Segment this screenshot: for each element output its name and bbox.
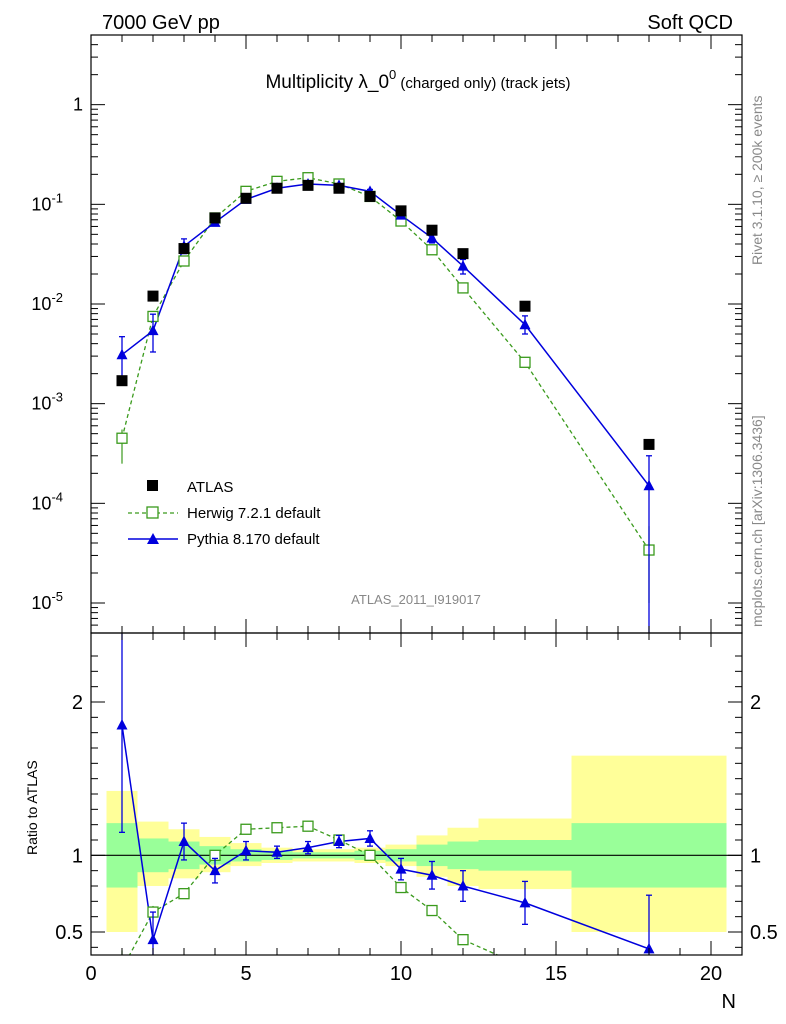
pythia-ratio-point	[209, 864, 221, 876]
herwig-ratio-point	[426, 904, 438, 917]
herwig-ratio-point	[302, 820, 314, 832]
atlas-point	[426, 224, 438, 236]
pythia-point	[643, 479, 655, 491]
ratio-y-tick-label-right: 0.5	[750, 922, 778, 944]
atlas-point	[147, 290, 159, 302]
atlas-point	[333, 182, 345, 194]
pythia-ratio-point	[271, 846, 283, 857]
atlas-point	[178, 243, 190, 255]
x-tick-label: 10	[390, 963, 412, 985]
main-data-layer	[116, 172, 655, 633]
pythia-point	[519, 318, 531, 330]
herwig-ratio-point	[520, 962, 530, 972]
pythia-point	[457, 260, 469, 271]
pythia-ratio-point	[519, 896, 531, 908]
pythia-ratio-point	[116, 719, 128, 730]
ratio-y-tick-label-right: 2	[750, 692, 761, 714]
pythia-ratio-point	[147, 933, 159, 945]
y-tick-label: 10-2	[31, 290, 63, 314]
pythia-point	[147, 324, 159, 336]
legend-atlas-marker	[147, 480, 158, 491]
herwig-point	[178, 255, 190, 267]
y-tick-label: 10-5	[31, 589, 63, 613]
herwig-ratio-point	[240, 823, 252, 835]
herwig-ratio-point	[395, 881, 407, 894]
ratio-y-tick-label: 0.5	[55, 922, 83, 944]
herwig-ratio-point	[364, 849, 376, 861]
atlas-point	[302, 179, 314, 191]
y-tick-label: 10-3	[31, 390, 63, 414]
legend-pythia-label: Pythia 8.170 default	[187, 531, 320, 548]
rivet-label: Rivet 3.1.10, ≥ 200k events	[749, 95, 765, 265]
analysis-id: ATLAS_2011_I919017	[351, 592, 481, 607]
axes: 1 10-1 10-2 10-3 10-4 10-5 0 5 10 15 20 0.5 0.5 1 1 2 2	[31, 34, 778, 985]
pythia-point	[426, 231, 438, 243]
herwig-point	[426, 244, 438, 256]
ratio-data-layer	[116, 633, 655, 1000]
y-axis-label: Ratio to ATLAS	[24, 760, 40, 855]
pythia-ratio-point	[426, 869, 438, 880]
atlas-point	[519, 300, 531, 312]
pythia-ratio-point	[178, 835, 190, 847]
herwig-point	[457, 282, 469, 294]
ratio-y-tick-label-right: 1	[750, 845, 761, 867]
herwig-ratio-point	[644, 990, 654, 1000]
herwig-point	[116, 432, 128, 444]
herwig-ratio-point	[271, 822, 283, 834]
herwig-ratio-point	[457, 934, 469, 946]
process-label: Soft QCD	[647, 12, 733, 34]
atlas-point	[457, 248, 469, 260]
pythia-ratio-point	[333, 835, 345, 847]
legend-atlas-label: ATLAS	[187, 479, 233, 496]
legend: ATLAS Herwig 7.2.1 default Pythia 8.170 …	[128, 479, 321, 548]
x-axis-label: N	[722, 991, 736, 1013]
pythia-line	[121, 183, 650, 487]
x-tick-label: 20	[700, 963, 722, 985]
pythia-ratio-point	[240, 844, 252, 856]
atlas-point	[116, 375, 128, 387]
y-tick-label: 1	[73, 95, 83, 115]
uncertainty-bands	[91, 755, 742, 932]
herwig-ratio-point	[117, 964, 127, 974]
legend-herwig-label: Herwig 7.2.1 default	[187, 505, 321, 522]
pythia-ratio-point	[302, 841, 314, 853]
mcplots-label: mcplots.cern.ch [arXiv:1306.3436]	[749, 415, 765, 627]
herwig-ratio-line	[128, 825, 500, 955]
ratio-y-tick-label: 2	[72, 692, 83, 714]
atlas-point	[271, 182, 283, 194]
herwig-ratio-point	[178, 888, 190, 900]
legend-pythia-marker	[147, 533, 159, 544]
pythia-point	[116, 348, 128, 360]
x-tick-label: 15	[545, 963, 567, 985]
atlas-point	[240, 192, 252, 204]
herwig-point	[519, 356, 531, 368]
x-tick-label: 5	[240, 963, 251, 985]
pythia-ratio-line	[121, 724, 650, 950]
atlas-point	[643, 438, 655, 450]
ratio-y-tick-label: 1	[72, 845, 83, 867]
pythia-ratio-point	[364, 832, 376, 843]
atlas-point	[364, 190, 376, 202]
legend-herwig-marker	[146, 506, 159, 519]
y-tick-label: 10-1	[31, 190, 63, 214]
x-tick-label: 0	[85, 963, 96, 985]
pythia-ratio-point	[457, 880, 469, 891]
pythia-ratio-point	[395, 863, 407, 874]
energy-label: 7000 GeV pp	[102, 12, 220, 34]
atlas-point	[209, 212, 221, 224]
plot-title: Multiplicity λ_00 (charged only) (track …	[265, 67, 570, 93]
atlas-point	[395, 205, 407, 217]
y-tick-label: 10-4	[31, 489, 63, 513]
